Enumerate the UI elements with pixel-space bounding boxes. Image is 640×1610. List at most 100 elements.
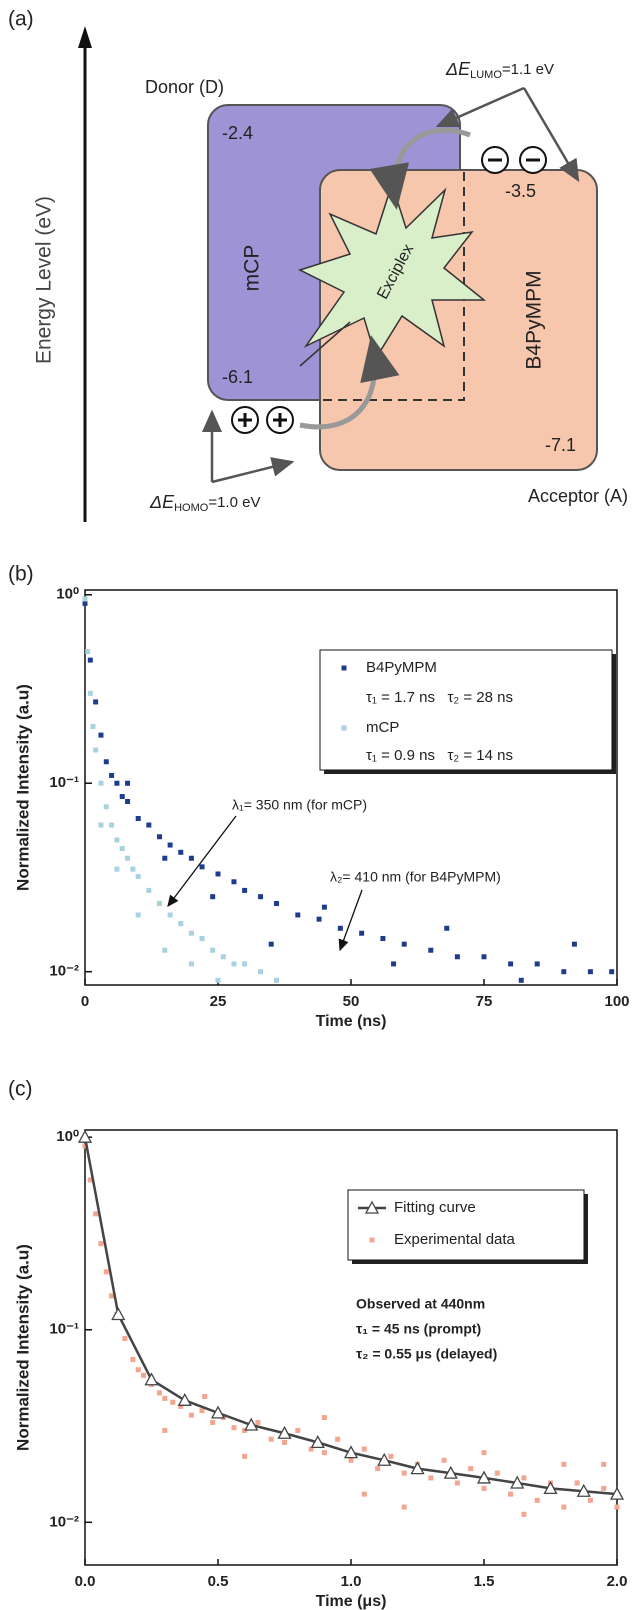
data-point bbox=[210, 1405, 226, 1419]
data-point bbox=[494, 1470, 500, 1476]
data-point bbox=[98, 780, 104, 786]
data-point bbox=[103, 804, 109, 810]
data-point bbox=[146, 822, 152, 828]
data-point bbox=[103, 1269, 109, 1275]
data-point bbox=[146, 887, 152, 893]
data-point bbox=[444, 925, 450, 931]
data-point bbox=[508, 961, 514, 967]
symbol: ΔE bbox=[445, 59, 471, 79]
data-point bbox=[199, 864, 205, 870]
data-point bbox=[295, 912, 301, 918]
data-point bbox=[162, 855, 168, 861]
data-point bbox=[361, 1446, 367, 1452]
data-point bbox=[125, 780, 131, 786]
data-point bbox=[508, 1491, 514, 1497]
data-point bbox=[135, 1367, 141, 1373]
annotation-arrow bbox=[338, 889, 363, 952]
y-tick-label: 10⁻² bbox=[49, 963, 79, 980]
data-point bbox=[210, 947, 216, 953]
data-point bbox=[308, 1446, 314, 1452]
data-point bbox=[109, 822, 115, 828]
data-point bbox=[534, 1497, 540, 1503]
data-point bbox=[170, 1399, 176, 1405]
data-point bbox=[401, 1470, 407, 1476]
legend-marker bbox=[341, 665, 347, 671]
data-point bbox=[93, 699, 99, 705]
data-point bbox=[162, 1427, 168, 1433]
data-point bbox=[167, 912, 173, 918]
data-point bbox=[82, 1143, 88, 1149]
x-tick-label: 0.5 bbox=[208, 1573, 229, 1590]
x-tick-label: 2.0 bbox=[607, 1573, 628, 1590]
data-point bbox=[521, 1511, 527, 1517]
data-point bbox=[476, 1470, 492, 1484]
data-point bbox=[454, 1480, 460, 1486]
data-point bbox=[130, 1357, 136, 1363]
data-point bbox=[156, 901, 162, 907]
data-point bbox=[601, 1485, 607, 1491]
data-point bbox=[335, 1436, 341, 1442]
data-point bbox=[518, 977, 524, 983]
data-point bbox=[534, 961, 540, 967]
data-point bbox=[410, 1461, 425, 1475]
delta-e-homo: ΔEHOMO=1.0 eV bbox=[149, 492, 260, 514]
data-point bbox=[98, 822, 104, 828]
acceptor-lumo: -3.5 bbox=[505, 181, 536, 201]
axis-label: Energy Level (eV) bbox=[33, 196, 56, 364]
annotation: λ₂= 410 nm (for B4PyMPM) bbox=[330, 869, 501, 885]
legend-marker bbox=[364, 1200, 380, 1214]
data-point bbox=[543, 1481, 558, 1495]
chart: (c) 0.0 0.5 1.0 1.5 2.0 10⁰ 10⁻¹ 10⁻² Time (μs) No… bbox=[8, 1078, 627, 1610]
data-point bbox=[574, 1480, 580, 1486]
x-tick-label: 75 bbox=[476, 993, 493, 1010]
delta-e-lumo: ΔELUMO=1.1 eV bbox=[445, 59, 554, 81]
exciplex-burst bbox=[298, 181, 487, 360]
data-point bbox=[310, 1435, 325, 1449]
data-point bbox=[428, 947, 434, 953]
electron-transfer bbox=[369, 127, 471, 210]
data-point bbox=[125, 798, 131, 804]
data-point bbox=[282, 1439, 287, 1445]
data-point bbox=[119, 794, 125, 800]
data-point bbox=[441, 1457, 447, 1463]
data-point bbox=[316, 916, 322, 922]
annotation: Observed at 440nm bbox=[356, 1296, 485, 1312]
donor-homo: -6.1 bbox=[222, 367, 253, 387]
chart: (b) 0 25 50 75 100 10⁰ 10⁻¹ 10⁻² Time (ns) Normali… bbox=[8, 563, 630, 1031]
data-point bbox=[141, 1372, 147, 1378]
donor-lumo: -2.4 bbox=[222, 123, 253, 143]
legend-marker bbox=[341, 725, 347, 731]
data-point bbox=[343, 1445, 359, 1459]
legend-label: Fitting curve bbox=[394, 1199, 476, 1216]
data-point bbox=[587, 1497, 593, 1503]
data-point bbox=[231, 1425, 237, 1431]
data-point bbox=[156, 834, 162, 840]
data-point bbox=[231, 961, 237, 967]
data-point bbox=[77, 1129, 93, 1143]
legend-box bbox=[347, 1189, 585, 1261]
data-point bbox=[156, 1390, 162, 1396]
data-point bbox=[244, 1417, 259, 1431]
annotation: λ₁= 350 nm (for mCP) bbox=[232, 797, 367, 813]
subscript: HOMO bbox=[174, 502, 209, 514]
data-point bbox=[135, 815, 141, 821]
data-point bbox=[274, 901, 280, 907]
data-point bbox=[109, 1293, 115, 1299]
x-axis-label: Time (ns) bbox=[316, 1013, 387, 1030]
panel-label: (c) bbox=[8, 1078, 33, 1101]
data-point bbox=[135, 873, 141, 879]
x-tick-label: 100 bbox=[604, 993, 629, 1010]
value: =1.0 eV bbox=[208, 494, 260, 511]
data-point bbox=[268, 941, 274, 947]
x-tick-label: 0 bbox=[81, 993, 89, 1010]
data-point bbox=[188, 855, 194, 861]
data-point bbox=[178, 1403, 184, 1409]
panel-label: (b) bbox=[8, 563, 34, 586]
y-tick-label: 10⁻¹ bbox=[49, 774, 79, 791]
y-axis-label: Normalized Intensity (a.u) bbox=[13, 1244, 32, 1451]
axis-arrowhead bbox=[78, 26, 92, 48]
hole-transfer bbox=[299, 335, 400, 430]
data-point bbox=[242, 887, 248, 893]
data-point bbox=[87, 690, 93, 696]
data-point bbox=[337, 925, 343, 931]
